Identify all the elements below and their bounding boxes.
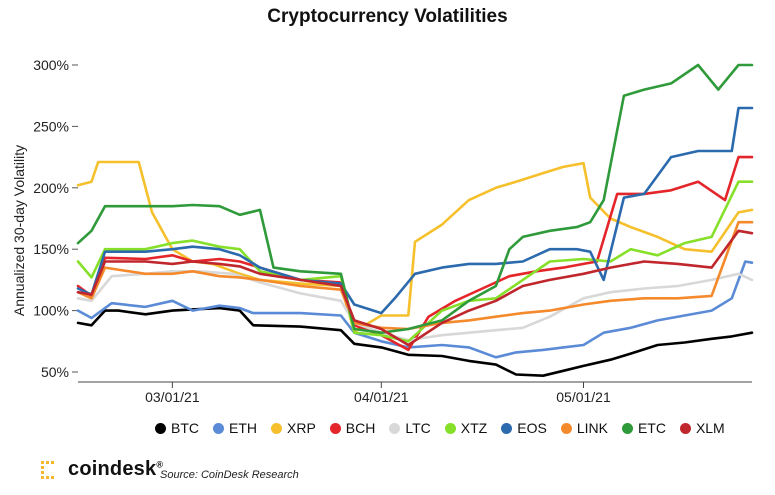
- source-note: Source: CoinDesk Research: [160, 469, 299, 481]
- legend-item-eth: ETH: [213, 420, 257, 436]
- legend-label: LTC: [405, 420, 431, 436]
- series-line-bch: [76, 155, 754, 352]
- series-line-etc: [76, 63, 754, 335]
- legend-swatch: [444, 422, 456, 434]
- y-tick-label: 150%: [33, 241, 69, 257]
- legend-swatch: [213, 422, 224, 434]
- legend-label: ETC: [637, 420, 666, 436]
- legend-item-link: LINK: [560, 420, 608, 436]
- y-tick-label: 50%: [41, 364, 69, 380]
- y-tick-label: 200%: [33, 180, 69, 196]
- coindesk-logo-icon: [40, 460, 60, 480]
- series-line-xtz: [76, 180, 754, 343]
- legend-swatch: [501, 422, 513, 434]
- series-line-xrp: [76, 160, 754, 333]
- legend-swatch: [560, 422, 572, 434]
- series-line-ltc: [76, 269, 754, 342]
- legend-swatch: [329, 422, 341, 434]
- y-axis-label: Annualized 30-day Volatility: [11, 145, 27, 316]
- series-line-eth: [76, 260, 754, 359]
- legend-label: EOS: [517, 420, 547, 436]
- legend-label: XRP: [287, 420, 316, 436]
- legend-item-bch: BCH: [329, 420, 376, 436]
- coindesk-wordmark: coindesk®: [68, 458, 164, 480]
- legend-label: LINK: [576, 420, 608, 436]
- legend-label: BTC: [171, 420, 199, 436]
- x-tick-label: 04/01/21: [354, 389, 409, 405]
- legend-swatch: [621, 422, 633, 434]
- x-tick-label: 05/01/21: [556, 389, 611, 405]
- legend-item-etc: ETC: [621, 420, 666, 436]
- legend-label: XTZ: [460, 420, 488, 436]
- x-tick-label: 03/01/21: [145, 389, 200, 405]
- series-line-link: [76, 220, 754, 331]
- y-tick-label: 100%: [33, 303, 69, 319]
- chart-area: 50% 100% 150% 200% 250% 300% 03/01/21 04/01/21 0…: [11, 57, 754, 405]
- legend-swatch: [389, 422, 401, 434]
- legend-item-xrp: XRP: [271, 420, 316, 436]
- legend-label: XLM: [695, 420, 725, 436]
- series-line-btc: [76, 306, 754, 378]
- series-line-xlm: [76, 229, 754, 347]
- legend-swatch: [679, 422, 691, 434]
- legend-swatch: [271, 422, 282, 434]
- series-line-eos: [76, 106, 754, 315]
- y-tick-label: 300%: [33, 57, 69, 73]
- legend-label: ETH: [229, 420, 257, 436]
- legend-item-ltc: LTC: [389, 420, 431, 436]
- chart-title: Cryptocurrency Volatilities: [267, 6, 508, 27]
- legend-item-btc: BTC: [155, 420, 199, 436]
- legend-item-xtz: XTZ: [444, 420, 488, 436]
- legend-item-xlm: XLM: [679, 420, 725, 436]
- legend-item-eos: EOS: [501, 420, 547, 436]
- y-tick-label: 250%: [33, 118, 69, 134]
- legend: BTC ETH XRP BCH LTC XTZ EOS LINK ETC XLM: [155, 420, 725, 436]
- legend-label: BCH: [345, 420, 376, 436]
- coindesk-logo: coindesk®: [40, 458, 163, 481]
- legend-swatch: [155, 422, 166, 434]
